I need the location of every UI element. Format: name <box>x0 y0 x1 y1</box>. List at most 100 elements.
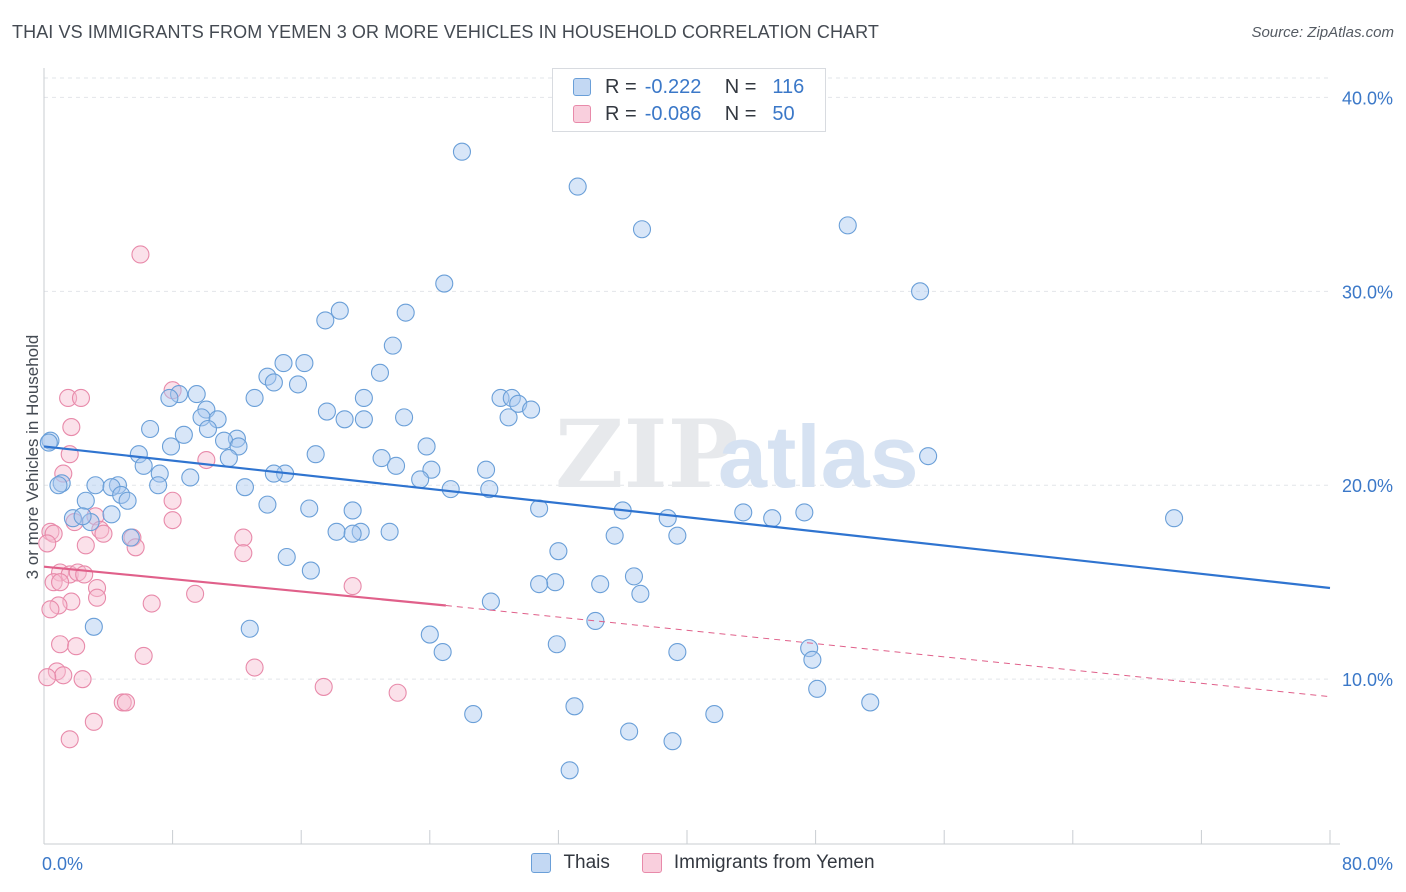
thai-point <box>330 301 349 320</box>
thai-point <box>861 693 880 712</box>
thai-point <box>808 679 827 698</box>
thai-point <box>763 509 782 528</box>
thai-point <box>477 460 496 479</box>
thai-point <box>208 410 227 429</box>
yemen-point <box>126 538 145 557</box>
thai-point <box>295 354 314 373</box>
thai-point <box>658 509 677 528</box>
yemen-point <box>87 578 107 598</box>
thai-point <box>411 470 430 489</box>
legend-swatch-yemen <box>573 105 591 123</box>
grid <box>44 77 1330 680</box>
y-tick-label: 40.0% <box>1342 88 1393 108</box>
yemen-point <box>67 637 86 656</box>
thai-point <box>108 476 127 495</box>
thai-point <box>586 611 605 631</box>
thai-point <box>219 449 238 468</box>
thai-point <box>76 491 95 510</box>
thai-point <box>187 385 206 404</box>
yemen-point <box>116 693 136 712</box>
thai-point <box>134 456 153 475</box>
yemen-point <box>131 245 150 264</box>
x-tick-label-min: 0.0% <box>42 854 83 874</box>
chart-source: Source: ZipAtlas.com <box>1251 24 1394 41</box>
yemen-trend-line <box>43 565 446 607</box>
legend-r-label: R = <box>605 102 637 125</box>
yemen-point <box>51 635 70 654</box>
legend-r-value: -0.222 <box>644 75 702 98</box>
thai-point <box>565 697 584 716</box>
thai-point <box>560 761 579 780</box>
thai-point <box>160 388 179 408</box>
thai-point <box>49 476 68 495</box>
thai-point <box>530 575 549 594</box>
yemen-point <box>51 573 70 592</box>
thai-point <box>229 437 248 456</box>
yemen-point <box>388 683 407 702</box>
yemen-point <box>186 584 205 603</box>
thai-point <box>169 385 189 404</box>
legend-n-label: N = <box>724 75 757 98</box>
thai-point <box>380 522 399 541</box>
thai-point <box>235 478 254 497</box>
thai-point <box>102 478 121 497</box>
yemen-point <box>94 524 113 543</box>
axes <box>43 68 1340 845</box>
x-tick-labels: 0.0% 80.0% <box>42 854 1393 874</box>
watermark-atlas: atlas <box>718 407 919 506</box>
legend-row-yemen: R = -0.086 N = 50 <box>573 102 795 126</box>
thai-point <box>240 619 259 638</box>
series-yemen-points <box>38 245 407 749</box>
thai-point <box>549 542 568 561</box>
thai-point <box>499 408 518 427</box>
thai-point <box>441 480 460 499</box>
thai-point <box>306 445 325 464</box>
yemen-point <box>76 536 95 555</box>
thai-point <box>435 274 454 293</box>
yemen-point <box>73 670 92 689</box>
thai-point <box>1165 509 1184 528</box>
thai-point <box>150 464 169 483</box>
yemen-point <box>84 712 103 731</box>
series-thai-points <box>39 142 1184 780</box>
thai-point <box>372 449 391 468</box>
stats-legend: R = -0.222 N = 116 R = -0.086 N = 50 <box>552 68 826 132</box>
thai-point <box>174 425 193 444</box>
thai-point <box>141 419 160 439</box>
yemen-point <box>41 522 60 541</box>
thai-point <box>383 336 402 355</box>
thai-point <box>452 142 472 161</box>
legend-item-yemen[interactable]: Immigrants from Yemen <box>641 852 875 874</box>
thai-point <box>245 388 264 408</box>
thai-trend-line <box>43 445 1331 590</box>
yemen-point <box>142 594 161 613</box>
yemen-point <box>314 677 333 696</box>
thai-point <box>258 495 277 514</box>
thai-point <box>705 705 724 724</box>
thai-point <box>118 491 137 510</box>
y-tick-labels: 10.0% 20.0% 30.0% 40.0% <box>1342 88 1393 690</box>
yemen-point <box>163 491 182 510</box>
yemen-point <box>75 565 94 584</box>
legend-item-thais[interactable]: Thais <box>531 852 610 874</box>
legend-swatch-yemen <box>641 853 662 873</box>
thai-point <box>354 410 373 429</box>
legend-row-thai: R = -0.222 N = 116 <box>573 75 804 99</box>
chart-title: THAI VS IMMIGRANTS FROM YEMEN 3 OR MORE … <box>12 22 880 42</box>
legend-label-yemen: Immigrants from Yemen <box>673 852 875 873</box>
thai-point <box>327 522 346 541</box>
thai-point <box>316 311 335 330</box>
thai-point <box>335 410 354 429</box>
thai-point <box>73 507 92 526</box>
yemen-point <box>134 646 153 665</box>
thai-point <box>668 642 687 662</box>
yemen-point <box>59 388 78 408</box>
thai-point <box>620 722 639 741</box>
thai-point <box>420 625 439 644</box>
thai-point <box>734 503 753 522</box>
thai-point <box>919 447 938 466</box>
thai-point <box>417 437 436 456</box>
yemen-point <box>38 534 57 553</box>
thai-point <box>632 220 652 239</box>
